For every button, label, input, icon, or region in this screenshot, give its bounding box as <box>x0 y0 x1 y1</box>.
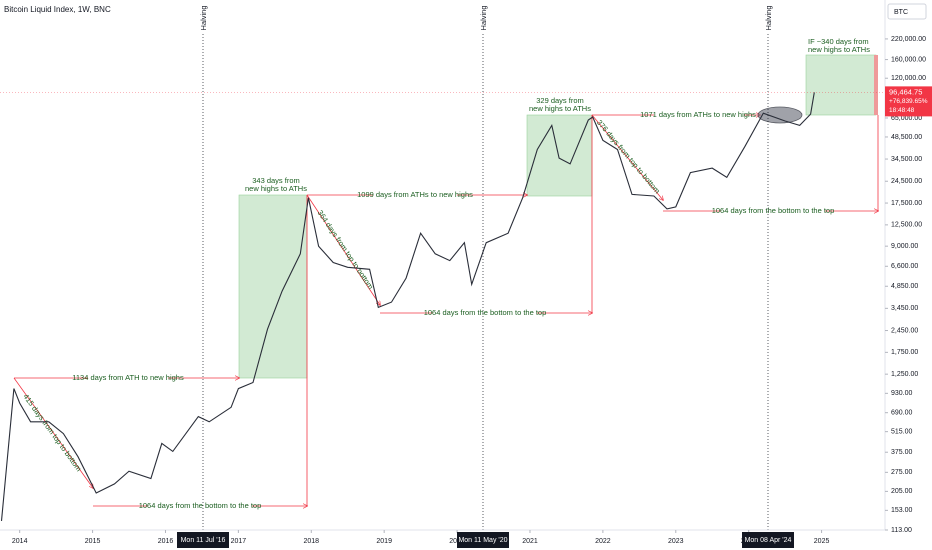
y-tick-label: 113.00 <box>891 527 912 534</box>
y-tick-label: 515.00 <box>891 429 913 436</box>
date-badge-label: Mon 11 May '20 <box>458 537 507 544</box>
x-tick-label: 2014 <box>12 538 28 545</box>
x-tick-label: 2015 <box>85 538 101 545</box>
y-tick-label: 1,750.00 <box>891 349 918 356</box>
annotation: 343 days from <box>252 176 300 185</box>
annotation: new highs to ATHs <box>529 104 591 113</box>
y-tick-label: 12,500.00 <box>891 222 922 229</box>
y-tick-label: 220,000.00 <box>891 36 926 43</box>
y-tick-label: 65,000.00 <box>891 115 922 122</box>
label-bg <box>373 190 457 200</box>
label-bg <box>148 501 252 511</box>
date-badge-label: Mon 11 Jul '16 <box>181 537 226 544</box>
y-tick-label: 205.00 <box>891 488 913 495</box>
label-bg <box>654 110 744 120</box>
y-tick-label: 17,500.00 <box>891 200 922 207</box>
x-tick-label: 2022 <box>595 538 611 545</box>
price-tag-change: +76,839.65% <box>889 98 928 105</box>
x-tick-label: 2017 <box>231 538 247 545</box>
y-tick-label: 153.00 <box>891 507 913 514</box>
box <box>526 114 593 197</box>
x-tick-label: 2025 <box>814 538 830 545</box>
y-tick-label: 160,000.00 <box>891 56 926 63</box>
box <box>238 194 308 379</box>
x-tick-label: 2019 <box>376 538 392 545</box>
annotation: 415 days from top to bottom <box>21 392 83 473</box>
chart-title: Bitcoin Liquid Index, 1W, BNC <box>4 5 111 14</box>
annotation: IF ~340 days from <box>808 37 869 46</box>
x-tick-label: 2016 <box>158 538 174 545</box>
y-tick-label: 1,250.00 <box>891 371 918 378</box>
x-tick-label: 2023 <box>668 538 684 545</box>
annotation: 1134 days from ATH to new highs <box>72 373 184 382</box>
date-badge <box>742 532 794 548</box>
y-tick-label: 120,000.00 <box>891 75 926 82</box>
annotation: new highs to ATHs <box>808 45 870 54</box>
date-badge <box>457 532 509 548</box>
x-tick-label: 2021 <box>522 538 538 545</box>
y-tick-label: 2,450.00 <box>891 327 918 334</box>
y-tick-label: 375.00 <box>891 449 913 456</box>
annotation: 329 days from <box>536 96 584 105</box>
annotation: 1064 days from the bottom to the top <box>712 206 835 215</box>
y-tick-label: 3,450.00 <box>891 305 918 312</box>
annotation: 364 days from top to bottom <box>316 208 376 290</box>
y-tick-label: 4,850.00 <box>891 283 918 290</box>
y-tick-label: 34,500.00 <box>891 156 922 163</box>
annotation: 1064 days from the bottom to the top <box>424 308 547 317</box>
y-tick-label: 275.00 <box>891 469 913 476</box>
halving-label: Halving <box>479 5 488 30</box>
currency-button[interactable] <box>887 3 927 20</box>
price-tag <box>885 86 932 117</box>
halving-label: Halving <box>764 5 773 30</box>
label-bg <box>433 308 537 318</box>
annotation: new highs to ATHs <box>245 184 307 193</box>
annotations: 1134 days from ATH to new highs 1064 day… <box>0 34 885 530</box>
date-badge-label: Mon 08 Apr '24 <box>745 537 792 544</box>
box <box>805 54 877 116</box>
price-line <box>0 92 815 521</box>
price-tag-price: 96,464.75 <box>889 87 922 96</box>
price-tag-countdown: 18:48:48 <box>889 107 915 114</box>
annotation: 1099 days from ATHs to new highs <box>357 190 473 199</box>
annotation: 1071 days from ATHs to new highs <box>640 110 756 119</box>
box <box>874 55 878 115</box>
y-tick-label: 6,600.00 <box>891 263 918 270</box>
currency[interactable]: BTC <box>894 9 908 16</box>
y-tick-label: 690.00 <box>891 410 913 417</box>
y-tick-label: 930.00 <box>891 390 913 397</box>
label-bg <box>721 206 825 216</box>
y-tick-label: 9,000.00 <box>891 243 918 250</box>
x-tick-label: 2018 <box>303 538 319 545</box>
price-axis <box>885 0 932 550</box>
y-tick-label: 48,500.00 <box>891 134 922 141</box>
date-badge <box>177 532 229 548</box>
y-tick-label: 24,500.00 <box>891 178 922 185</box>
halving-label: Halving <box>199 5 208 30</box>
label-bg <box>88 373 168 383</box>
annotation: 1064 days from the bottom to the top <box>139 501 262 510</box>
highlight <box>757 106 803 124</box>
